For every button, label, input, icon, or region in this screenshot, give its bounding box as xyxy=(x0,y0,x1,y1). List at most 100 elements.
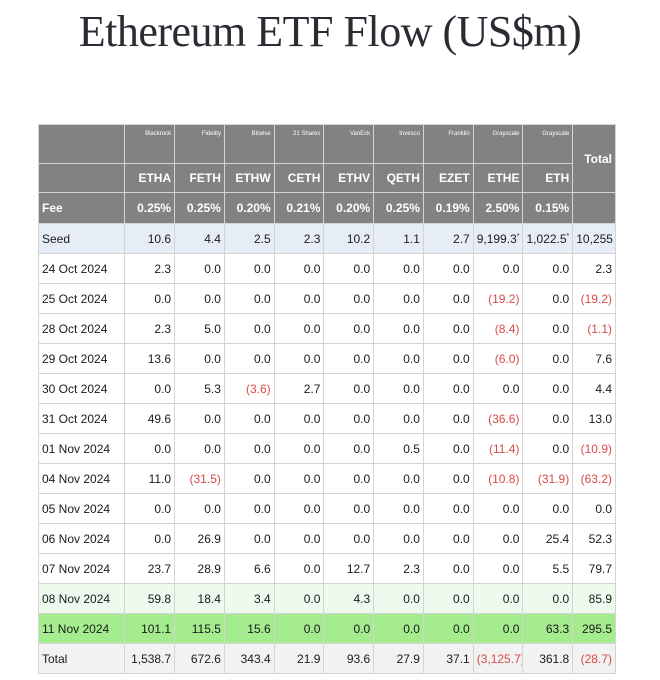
table-row: 01 Nov 2024 0.0 0.0 0.0 0.0 0.0 0.5 0.0 (11.4) 0.… xyxy=(37,433,616,464)
flow-cell: (6.0) xyxy=(472,343,524,374)
fee-row: Fee 0.25% 0.25% 0.20% 0.21% 0.20% 0.25% … xyxy=(37,192,616,224)
flow-cell: 2.3 xyxy=(124,253,176,284)
flow-cell: 0.0 xyxy=(223,493,275,524)
flow-cell: 13.6 xyxy=(124,343,176,374)
issuer-header: Franklin xyxy=(422,124,474,164)
row-label: 06 Nov 2024 xyxy=(37,523,126,554)
flow-cell: 0.0 xyxy=(223,463,275,494)
table-row: 04 Nov 2024 11.0 (31.5) 0.0 0.0 0.0 0.0 0.0 (10.… xyxy=(37,463,616,494)
flow-cell: 0.0 xyxy=(373,583,424,614)
flow-cell: 0.0 xyxy=(323,433,375,464)
table-row: 30 Oct 2024 0.0 5.3 (3.6) 2.7 0.0 0.0 0.0 0.0 0.0… xyxy=(37,373,616,404)
row-total-cell: 79.7 xyxy=(572,553,616,584)
row-total-cell: 0.0 xyxy=(572,493,616,524)
flow-cell: 0.0 xyxy=(273,613,325,644)
flow-cell: 28.9 xyxy=(174,553,225,584)
issuer-header: Fidelity xyxy=(174,124,225,164)
issuer-header: Grayscale xyxy=(522,124,574,164)
flow-cell: 0.0 xyxy=(273,343,325,374)
flow-cell: 0.0 xyxy=(472,553,524,584)
ticker-header: ETHE xyxy=(472,163,524,193)
flow-cell: 2.5 xyxy=(223,223,275,254)
flow-cell: 3.4 xyxy=(223,583,275,614)
ticker-header: ETH xyxy=(522,163,574,193)
flow-cell: 0.0 xyxy=(174,283,225,314)
flow-cell: 0.0 xyxy=(422,493,474,524)
flow-cell: 0.0 xyxy=(223,253,275,284)
flow-cell: (3.6) xyxy=(223,373,275,404)
issuer-header: Blackrock xyxy=(124,124,176,164)
flow-cell: 0.0 xyxy=(323,463,375,494)
ticker-header: ETHV xyxy=(323,163,375,193)
flow-cell: 0.0 xyxy=(522,583,574,614)
flow-cell: 5.0 xyxy=(174,313,225,344)
flow-cell: 27.9 xyxy=(373,643,424,674)
flow-cell: 0.0 xyxy=(422,313,474,344)
flow-cell: 0.0 xyxy=(422,343,474,374)
flow-cell: 0.0 xyxy=(422,463,474,494)
flow-cell: 0.0 xyxy=(124,283,176,314)
flow-cell: 0.0 xyxy=(323,343,375,374)
flow-cell: 25.4 xyxy=(522,523,574,554)
issuer-header: Grayscale xyxy=(472,124,524,164)
flow-cell: 0.0 xyxy=(223,313,275,344)
flow-cell: 0.0 xyxy=(273,433,325,464)
flow-cell: 26.9 xyxy=(174,523,225,554)
corner-cell xyxy=(37,124,126,164)
flow-cell: 4.3 xyxy=(323,583,375,614)
fee-cell: 0.15% xyxy=(522,192,574,224)
flow-cell: 672.6 xyxy=(174,643,225,674)
ticker-header: EZET xyxy=(422,163,474,193)
flow-cell: 1,538.7 xyxy=(124,643,176,674)
table-row: 25 Oct 2024 0.0 0.0 0.0 0.0 0.0 0.0 0.0 (19.2) 0.… xyxy=(37,283,616,314)
flow-cell: 0.0 xyxy=(124,433,176,464)
flow-cell: 0.0 xyxy=(174,253,225,284)
flow-cell: 21.9 xyxy=(273,643,325,674)
flow-cell: 0.0 xyxy=(373,373,424,404)
flow-cell: 0.0 xyxy=(373,523,424,554)
row-total-cell: (1.1) xyxy=(572,313,616,344)
fee-cell: 0.25% xyxy=(174,192,225,224)
fee-cell: 2.50% xyxy=(472,192,524,224)
row-label: 29 Oct 2024 xyxy=(37,343,126,374)
flow-cell: 0.0 xyxy=(522,373,574,404)
flow-cell: (31.5) xyxy=(174,463,225,494)
flow-cell: 1.1 xyxy=(373,223,424,254)
page-title: Ethereum ETF Flow (US$m) xyxy=(78,7,582,56)
table-row: 07 Nov 2024 23.7 28.9 6.6 0.0 12.7 2.3 0.0 0.0 5.… xyxy=(37,553,616,584)
flow-cell: 0.0 xyxy=(174,433,225,464)
flow-cell: 0.0 xyxy=(223,433,275,464)
flow-cell: 0.0 xyxy=(273,583,325,614)
flow-cell: 0.0 xyxy=(273,283,325,314)
flow-cell: 2.3 xyxy=(273,223,325,254)
flow-cell: 0.0 xyxy=(522,283,574,314)
row-total-cell: (10.9) xyxy=(572,433,616,464)
ticker-header-row: ETHA FETH ETHW CETH ETHV QETH EZET ETHE … xyxy=(37,163,616,193)
ticker-header: CETH xyxy=(273,163,325,193)
row-label: 07 Nov 2024 xyxy=(37,553,126,584)
row-total-cell: 295.5 xyxy=(572,613,616,644)
issuer-header: VanEck xyxy=(323,124,375,164)
row-total-cell: 10,255 xyxy=(572,223,616,254)
ticker-header: ETHA xyxy=(124,163,176,193)
fee-cell: 0.25% xyxy=(373,192,424,224)
flow-cell: 0.0 xyxy=(472,613,524,644)
fee-label: Fee xyxy=(37,192,126,224)
table-row: 11 Nov 2024 101.1 115.5 15.6 0.0 0.0 0.0 0.0 0.0… xyxy=(37,613,616,644)
flow-cell: 343.4 xyxy=(223,643,275,674)
flow-cell: 9,199.3* xyxy=(472,223,524,254)
flow-cell: 0.0 xyxy=(273,493,325,524)
flow-cell: 23.7 xyxy=(124,553,176,584)
row-label: Total xyxy=(37,643,126,674)
flow-cell: 0.0 xyxy=(273,403,325,434)
flow-cell: (10.8) xyxy=(472,463,524,494)
flow-cell: 0.0 xyxy=(422,283,474,314)
flow-cell: 0.0 xyxy=(323,373,375,404)
row-total-cell: (63.2) xyxy=(572,463,616,494)
flow-cell: 101.1 xyxy=(124,613,176,644)
row-total-cell: 2.3 xyxy=(572,253,616,284)
flow-cell: 11.0 xyxy=(124,463,176,494)
flow-cell: (31.9) xyxy=(522,463,574,494)
row-total-cell: 7.6 xyxy=(572,343,616,374)
flow-cell: 0.0 xyxy=(522,313,574,344)
